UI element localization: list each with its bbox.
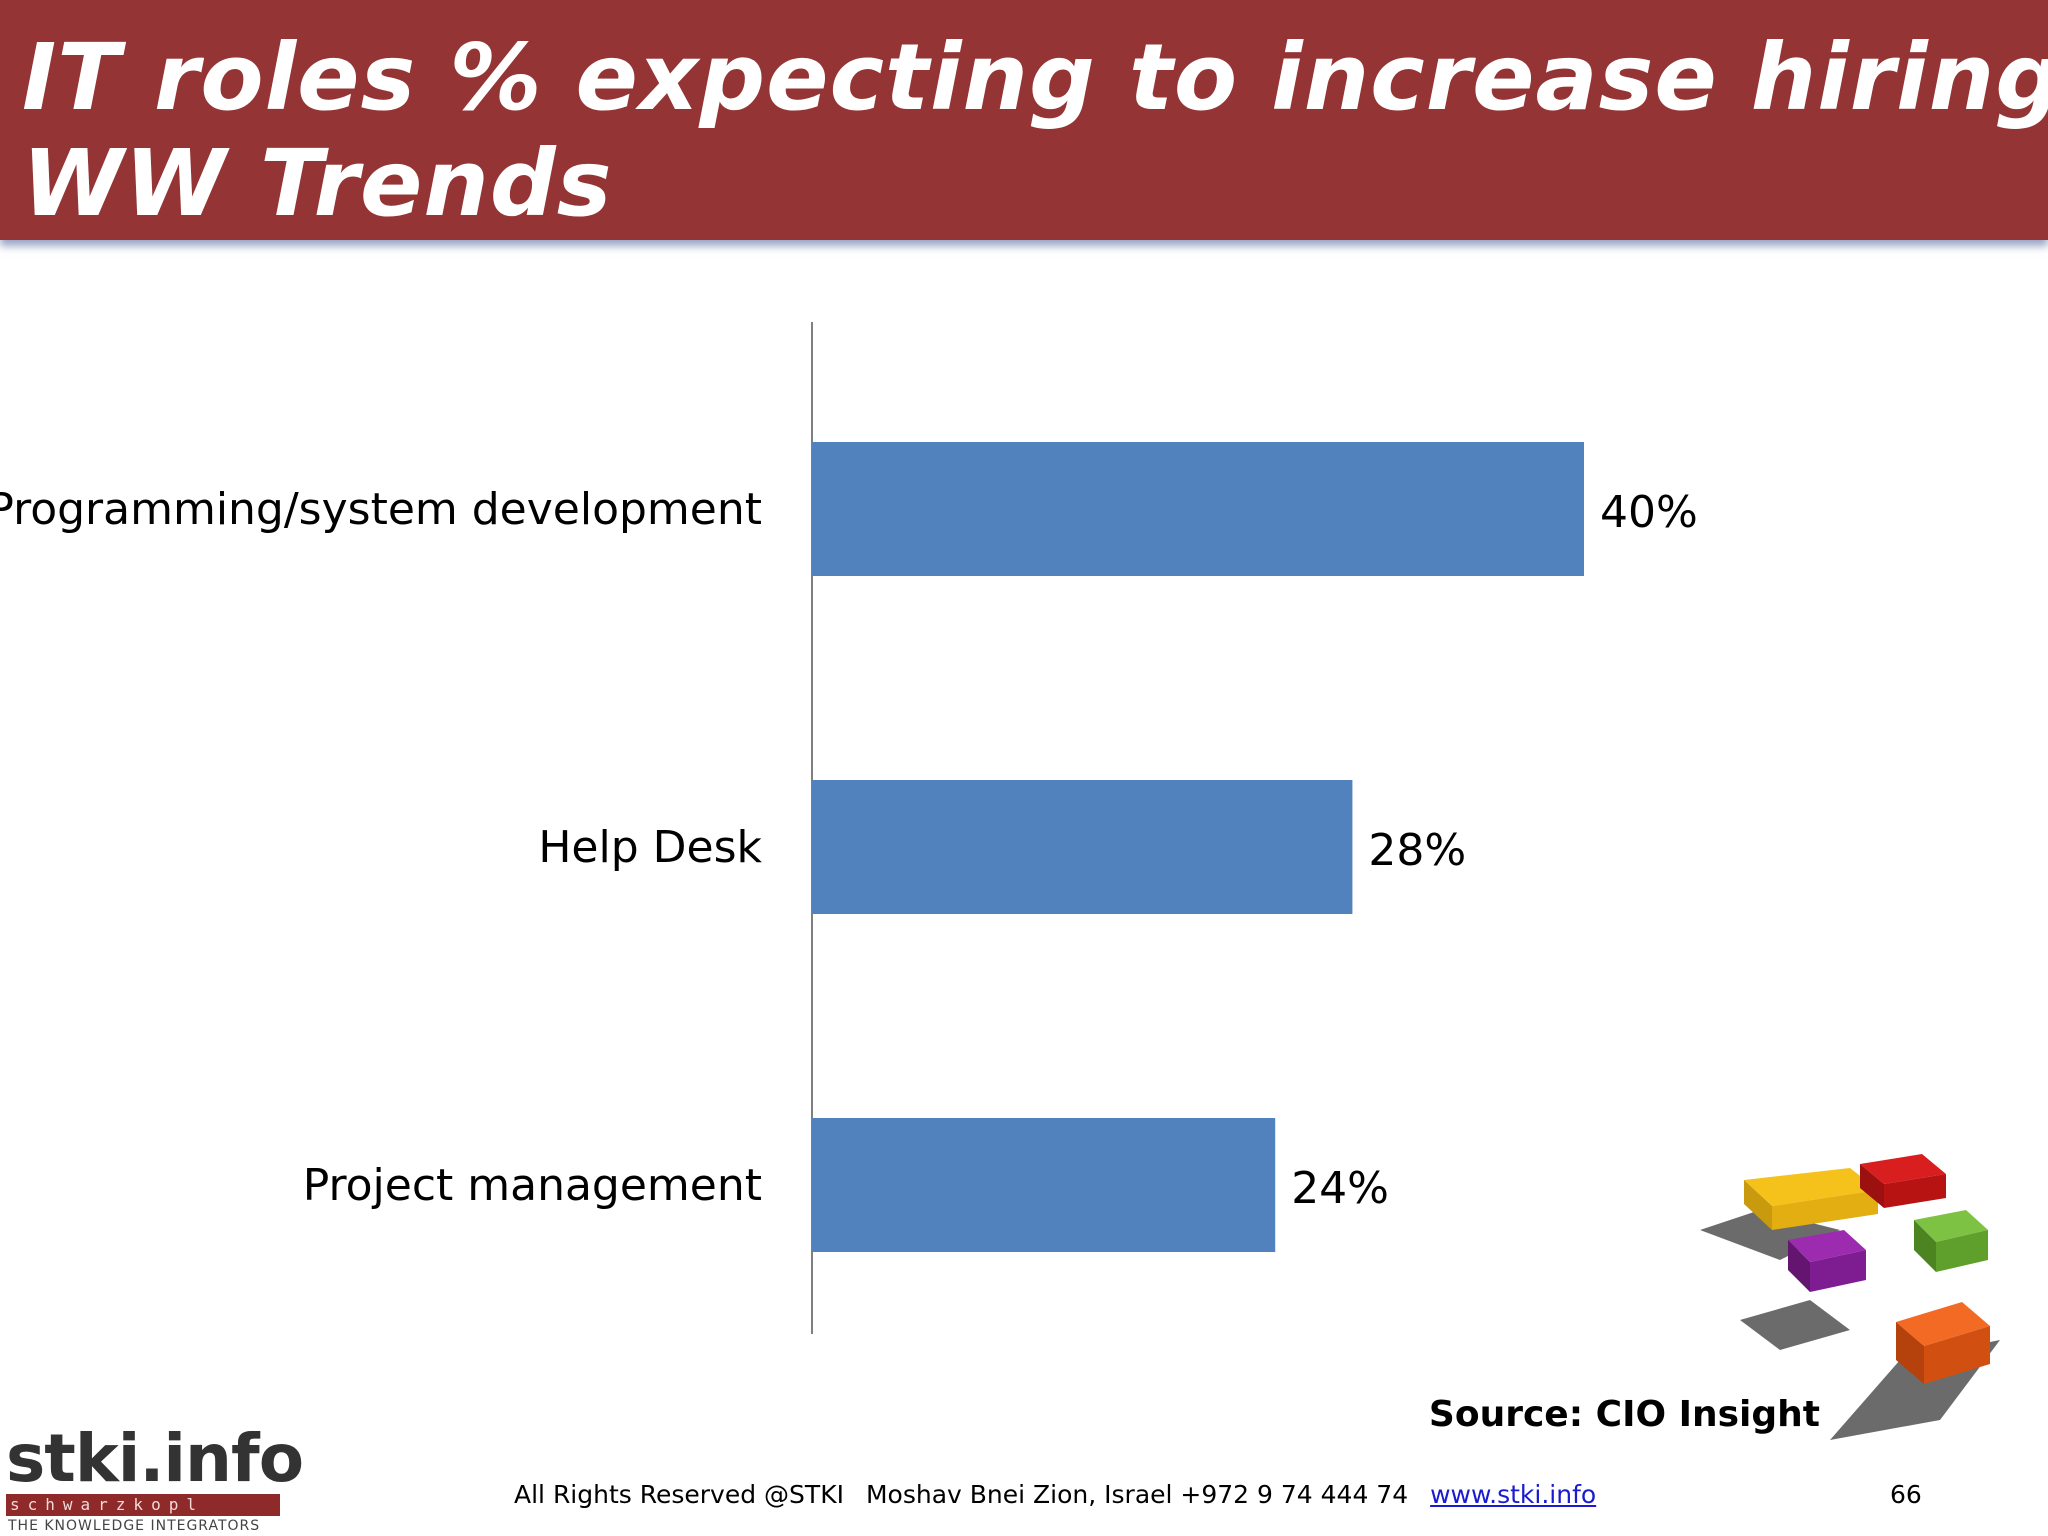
stki-logo: stki.info schwarzkopl THE KNOWLEDGE INTE… bbox=[6, 1426, 304, 1536]
logo-wordmark: stki.info bbox=[6, 1420, 304, 1497]
footer-address: Moshav Bnei Zion, Israel +972 9 74 444 7… bbox=[865, 1480, 1409, 1509]
bar-chart: Programming/system development 40% Help De… bbox=[0, 322, 1698, 1334]
footer-rights: All Rights Reserved @STKI bbox=[514, 1480, 844, 1509]
page-number: 66 bbox=[1890, 1480, 1922, 1509]
slide-title-line-2: WW Trends bbox=[22, 130, 613, 237]
title-banner: IT roles % expecting to increase hiring:… bbox=[0, 0, 2048, 240]
source-note: Source: CIO Insight bbox=[1428, 1394, 1820, 1435]
logo-tagline: THE KNOWLEDGE INTEGRATORS bbox=[8, 1518, 261, 1534]
slide-title-line-1: IT roles % expecting to increase hiring: bbox=[22, 24, 2048, 131]
bar-0 bbox=[812, 442, 1584, 576]
data-label-0: 40% bbox=[1600, 487, 1698, 538]
footer: All Rights Reserved @STKI Moshav Bnei Zio… bbox=[514, 1480, 1596, 1509]
bar-1 bbox=[812, 780, 1353, 914]
category-label-0: Programming/system development bbox=[0, 484, 762, 535]
bar-2 bbox=[812, 1118, 1276, 1252]
data-label-2: 24% bbox=[1291, 1163, 1389, 1214]
lego-blocks-image bbox=[1700, 1154, 2000, 1440]
logo-strip: schwarzkopl bbox=[6, 1494, 280, 1516]
data-label-1: 28% bbox=[1368, 825, 1466, 876]
category-label-1: Help Desk bbox=[538, 822, 762, 873]
category-label-2: Project management bbox=[303, 1160, 762, 1211]
footer-link[interactable]: www.stki.info bbox=[1430, 1480, 1597, 1509]
